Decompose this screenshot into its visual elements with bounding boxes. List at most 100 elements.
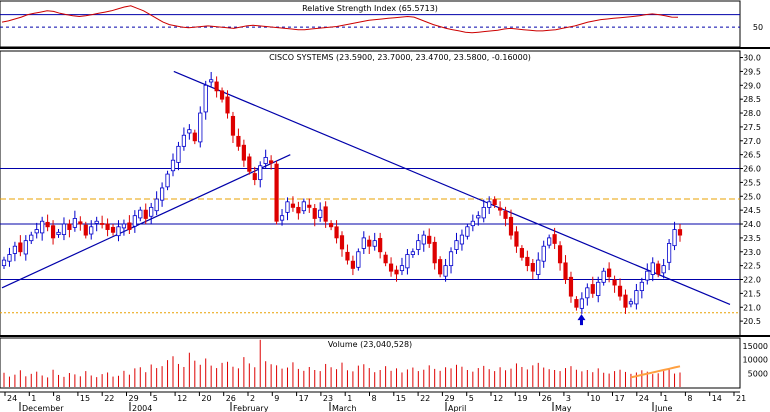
candle-body	[307, 204, 312, 208]
candle-body	[78, 221, 83, 225]
candle-body	[290, 203, 296, 208]
candle-body	[328, 223, 334, 228]
candle-body	[149, 206, 154, 217]
candle-body	[219, 90, 225, 100]
candle-body	[585, 287, 590, 299]
candle-body	[192, 132, 197, 142]
x-axis-day-label: 5	[153, 394, 158, 403]
x-axis-day-label: 20	[201, 394, 211, 403]
candle-body	[121, 223, 127, 229]
candle-body	[503, 210, 508, 219]
x-axis-day-label: 1	[663, 394, 668, 403]
price-y-tick-label: 30.0	[743, 54, 761, 63]
x-axis-day-label: 22	[104, 394, 114, 403]
candle-body	[547, 237, 552, 246]
candle-body	[405, 254, 410, 269]
candle-body	[661, 265, 666, 274]
candle-body	[628, 301, 634, 305]
candle-body	[568, 276, 574, 297]
volume-title: Volume (23,040,528)	[328, 340, 412, 349]
candle-body	[650, 262, 655, 275]
candle-body	[269, 160, 274, 164]
x-axis-day-label: 5	[469, 394, 474, 403]
candle-body	[530, 263, 535, 272]
candle-body	[50, 225, 56, 239]
volume-layer: 5000 10000 15000	[3, 339, 768, 387]
candle-body	[378, 238, 383, 253]
candle-body	[623, 294, 628, 308]
volume-moving-average	[630, 365, 681, 379]
candle-body	[656, 263, 661, 275]
candle-body	[236, 135, 241, 147]
price-y-tick-label: 25.0	[743, 192, 761, 201]
x-axis-month-label: May	[555, 404, 572, 412]
volume-y-tick-label: 15000	[743, 342, 768, 351]
candle-body	[203, 84, 208, 113]
price-y-tick-label: 26.0	[743, 165, 761, 174]
candle-body	[639, 281, 644, 292]
candle-body	[356, 251, 361, 268]
candle-body	[274, 163, 279, 222]
price-title: CISCO SYSTEMS (23.5900, 23.7000, 23.4700…	[269, 53, 531, 62]
candle-body	[399, 265, 405, 272]
candle-body	[334, 226, 339, 239]
price-y-tick-label: 27.0	[743, 137, 761, 146]
rsi-line	[1, 5, 679, 34]
candle-body	[596, 281, 601, 297]
price-y-tick-label: 25.5	[743, 178, 761, 187]
price-y-tick-label: 23.5	[743, 234, 761, 243]
candle-body	[323, 206, 328, 222]
x-axis-day-label: 8	[687, 394, 692, 403]
candle-body	[645, 270, 650, 281]
candle-body	[318, 209, 323, 218]
price-y-tick-label: 24.0	[743, 220, 761, 229]
x-axis-day-label: 26	[226, 394, 236, 403]
candle-body	[72, 218, 77, 228]
candle-body	[247, 156, 252, 172]
x-axis-day-label: 2	[250, 394, 255, 403]
candle-body	[465, 226, 470, 237]
candle-body	[448, 251, 454, 267]
candle-body	[367, 239, 372, 247]
candle-body	[258, 165, 263, 181]
candle-body	[497, 207, 503, 211]
volume-panel-frame	[0, 337, 741, 389]
candle-body	[470, 220, 475, 227]
x-axis-day-label: 22	[420, 394, 430, 403]
candle-body	[100, 223, 105, 225]
candle-body	[7, 254, 12, 262]
support-arrow-icon	[577, 314, 586, 326]
candle-body	[198, 112, 203, 143]
candle-body	[421, 234, 426, 245]
x-axis-day-label: 17	[299, 394, 309, 403]
x-axis-day-label: 10	[590, 394, 600, 403]
x-axis-month-label: February	[233, 404, 269, 412]
candle-body	[116, 226, 121, 237]
candle-body	[579, 298, 584, 309]
x-axis-day-label: 9	[274, 394, 279, 403]
candle-body	[34, 229, 39, 234]
candle-body	[23, 240, 28, 255]
candle-body	[427, 235, 432, 244]
candle-body	[677, 229, 683, 236]
candle-body	[89, 226, 94, 235]
x-axis-day-label: 1	[347, 394, 352, 403]
x-axis-day-label: 3	[566, 394, 571, 403]
candle-body	[105, 223, 110, 230]
candle-body	[672, 229, 677, 247]
rsi-title: Relative Strength Index (65.5713)	[302, 4, 438, 13]
candle-body	[312, 208, 317, 219]
price-y-tick-label: 26.5	[743, 151, 761, 160]
x-axis-day-label: 26	[542, 394, 552, 403]
candle-body	[279, 215, 285, 221]
price-layer: 20.5 21.0 21.5 22.0 22.5 23.0 23.5 24.0 24.5 25.0…	[0, 54, 761, 326]
rsi-y-tick-label: 50	[753, 23, 763, 32]
candle-body	[541, 245, 546, 262]
candle-body	[181, 134, 187, 147]
rsi-layer: 50	[0, 5, 763, 34]
candle-body	[165, 173, 170, 188]
candle-body	[154, 198, 159, 212]
candle-body	[170, 159, 176, 172]
x-axis-day-label: 1	[31, 394, 36, 403]
price-y-tick-label: 22.0	[743, 276, 761, 285]
